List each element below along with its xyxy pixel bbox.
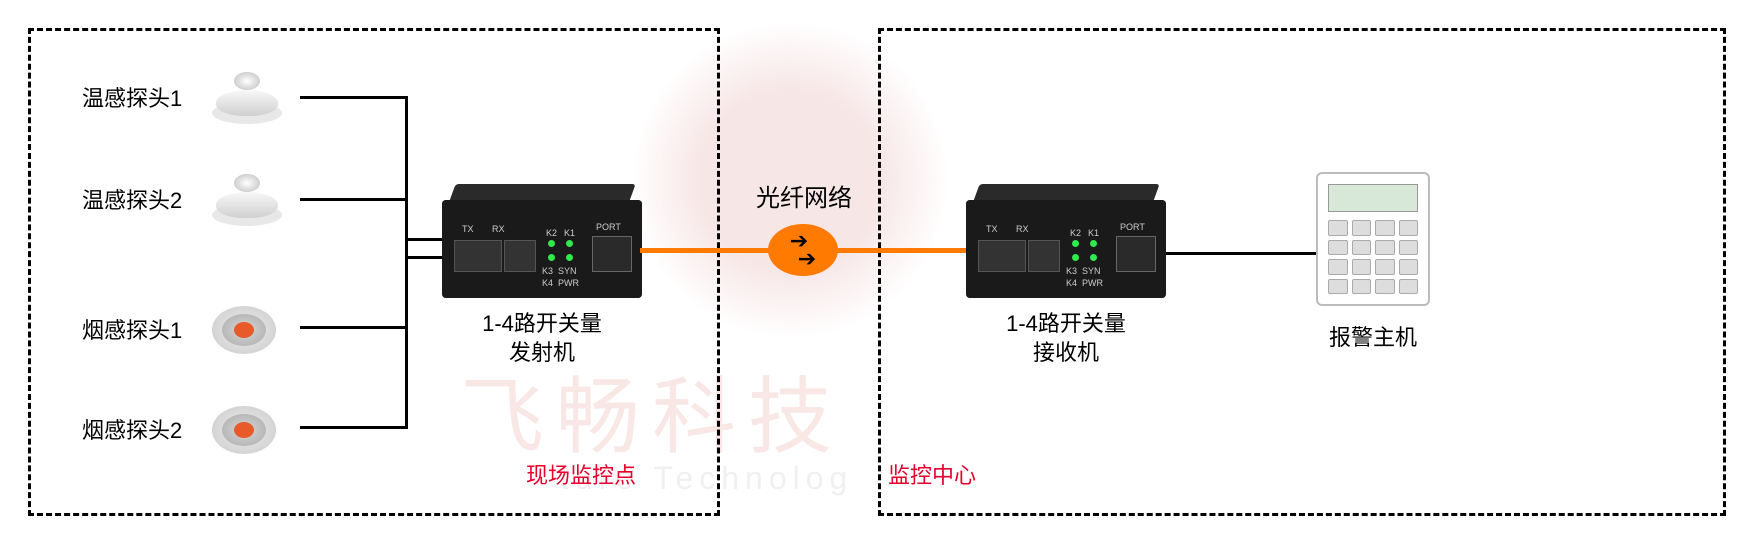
rj45-port-icon bbox=[592, 236, 632, 272]
port-label: K4 bbox=[1066, 278, 1077, 288]
port-label: RX bbox=[1016, 224, 1029, 234]
receiver-device: TX RX K2 K1 K3 SYN K4 PWR PORT 1-4路开关量 接… bbox=[966, 200, 1166, 367]
port-label: K3 bbox=[1066, 266, 1077, 276]
sensor-smoke-1: 烟感探头1 bbox=[82, 300, 276, 358]
optical-port-icon bbox=[1028, 240, 1060, 272]
fiber-network-label: 光纤网络 bbox=[756, 178, 852, 213]
optical-port-icon bbox=[504, 240, 536, 272]
port-label: K2 bbox=[546, 228, 557, 238]
port-label: K4 bbox=[542, 278, 553, 288]
alarm-panel-icon bbox=[1316, 172, 1430, 306]
sensor-label: 烟感探头2 bbox=[82, 413, 182, 445]
fiber-line bbox=[836, 248, 968, 253]
sensor-label: 温感探头1 bbox=[82, 81, 182, 113]
led-icon bbox=[1090, 254, 1097, 261]
fiber-node-icon: ➔ ➔ bbox=[768, 224, 838, 276]
port-label: PWR bbox=[558, 278, 579, 288]
led-icon bbox=[566, 240, 573, 247]
wire bbox=[405, 256, 445, 259]
wire bbox=[300, 96, 408, 99]
alarm-keypad bbox=[1328, 220, 1418, 294]
port-label: K2 bbox=[1070, 228, 1081, 238]
caption-line: 接收机 bbox=[966, 339, 1166, 368]
alarm-host: 报警主机 bbox=[1316, 172, 1430, 352]
wire bbox=[405, 238, 445, 241]
smoke-sensor-icon bbox=[212, 400, 276, 458]
rj45-port-icon bbox=[1116, 236, 1156, 272]
port-label: RX bbox=[492, 224, 505, 234]
sensor-temp-1: 温感探头1 bbox=[82, 70, 282, 124]
caption-line: 发射机 bbox=[442, 339, 642, 368]
port-label: PWR bbox=[1082, 278, 1103, 288]
wire bbox=[300, 426, 408, 429]
field-zone-label: 现场监控点 bbox=[526, 458, 636, 490]
receiver-caption: 1-4路开关量 接收机 bbox=[966, 310, 1166, 367]
led-icon bbox=[566, 254, 573, 261]
alarm-screen bbox=[1328, 184, 1418, 212]
sfp-port-icon bbox=[454, 240, 502, 272]
port-label: SYN bbox=[1082, 266, 1101, 276]
caption-line: 1-4路开关量 bbox=[442, 310, 642, 339]
port-label: PORT bbox=[596, 222, 621, 232]
port-label: SYN bbox=[558, 266, 577, 276]
port-label: K1 bbox=[564, 228, 575, 238]
sensor-smoke-2: 烟感探头2 bbox=[82, 400, 276, 458]
wire bbox=[1166, 252, 1316, 255]
led-icon bbox=[548, 240, 555, 247]
led-icon bbox=[1072, 254, 1079, 261]
temp-sensor-icon bbox=[212, 172, 282, 226]
transmitter-caption: 1-4路开关量 发射机 bbox=[442, 310, 642, 367]
center-zone-label: 监控中心 bbox=[888, 458, 976, 490]
sfp-port-icon bbox=[978, 240, 1026, 272]
port-label: TX bbox=[986, 224, 998, 234]
port-label: K1 bbox=[1088, 228, 1099, 238]
led-icon bbox=[1090, 240, 1097, 247]
port-label: PORT bbox=[1120, 222, 1145, 232]
port-label: K3 bbox=[542, 266, 553, 276]
sensor-temp-2: 温感探头2 bbox=[82, 172, 282, 226]
alarm-caption: 报警主机 bbox=[1316, 320, 1430, 352]
led-icon bbox=[548, 254, 555, 261]
temp-sensor-icon bbox=[212, 70, 282, 124]
fiber-line bbox=[640, 248, 770, 253]
arrow-icon: ➔ bbox=[798, 250, 816, 268]
wire-bus bbox=[405, 96, 408, 429]
port-label: TX bbox=[462, 224, 474, 234]
led-icon bbox=[1072, 240, 1079, 247]
wire bbox=[300, 198, 408, 201]
wire bbox=[300, 326, 408, 329]
sensor-label: 温感探头2 bbox=[82, 183, 182, 215]
transmitter-device: TX RX K2 K1 K3 SYN K4 PWR PORT 1-4路开关量 发… bbox=[442, 200, 642, 367]
caption-line: 1-4路开关量 bbox=[966, 310, 1166, 339]
sensor-label: 烟感探头1 bbox=[82, 313, 182, 345]
smoke-sensor-icon bbox=[212, 300, 276, 358]
